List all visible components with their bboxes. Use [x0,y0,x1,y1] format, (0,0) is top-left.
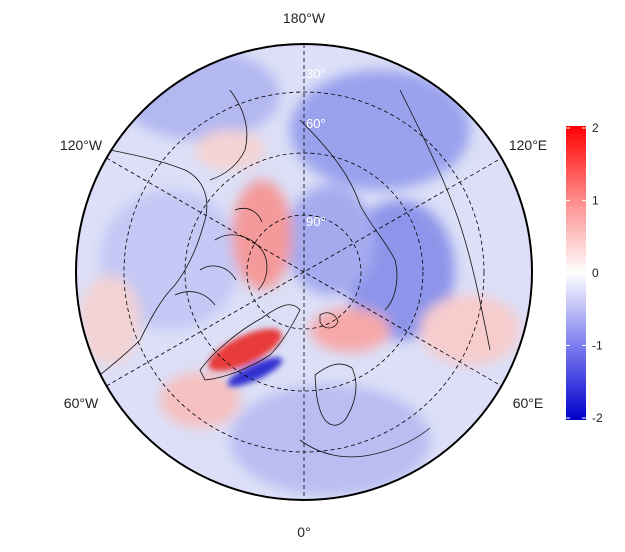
longitude-label-120w: 120°W [60,137,103,153]
latitude-label-90: 90° [306,214,326,229]
colorbar-tick-label: -1 [592,339,603,353]
coastline-canadian-archipelago [174,207,268,306]
colorbar-tick-label: 0 [592,266,599,280]
blue-anomaly-north-america [100,190,240,330]
red-anomaly-pacific [195,130,265,170]
red-anomaly-barents [310,308,390,352]
meridian-120w-60e [106,157,502,387]
meridian-60w-120e [106,157,502,387]
longitude-label-0: 0° [297,524,310,540]
longitude-label-120e: 120°E [509,137,547,153]
blue-anomaly-europe [230,385,430,495]
blue-anomaly-siberia [290,70,470,190]
colorbar: 2 1 0 -1 -2 [566,121,603,425]
longitude-label-180w: 180°W [283,10,326,26]
blue-anomaly-greenland-coast [227,357,283,387]
coastline-europe [299,427,431,458]
colorbar-tick-label: -2 [592,411,603,425]
colorbar-tick-label: 2 [592,121,599,135]
coastline-alaska [209,89,248,181]
coastline-north-america [99,149,208,376]
blue-anomaly-arctic [285,185,375,295]
colorbar-tick-label: 1 [592,194,599,208]
red-anomaly-east-asia [420,295,520,365]
latitude-label-60: 60° [306,116,326,131]
map-border [75,43,533,501]
longitude-label-60e: 60°E [513,395,544,411]
red-anomaly-canadian-archipelago [232,180,292,290]
coastline-east-asia [399,89,491,351]
colorbar-gradient [566,126,586,420]
coastlines [99,89,491,458]
colorbar-ticks: 2 1 0 -1 -2 [566,121,603,425]
red-anomaly-west-us [80,275,140,365]
coastline-scandinavia [314,363,357,426]
blue-anomaly-north-pacific [120,50,280,140]
graticule [106,44,502,500]
latitude-label-30: 30° [306,66,326,81]
red-anomaly-greenland [208,328,282,372]
red-anomaly-atlantic [160,372,240,428]
coastline-greenland [199,304,301,381]
longitude-label-60w: 60°W [64,395,99,411]
